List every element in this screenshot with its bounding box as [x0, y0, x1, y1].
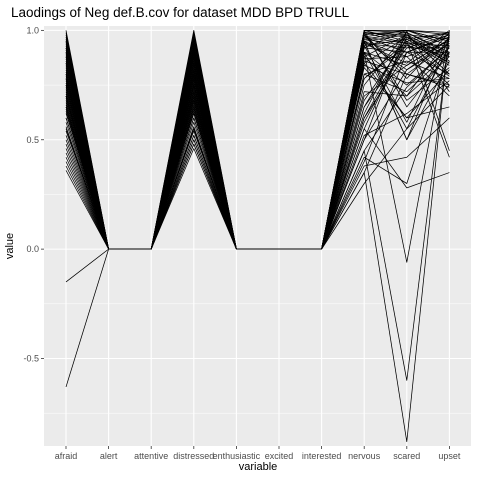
panel-background [44, 26, 471, 446]
y-tick-label: -0.5 [23, 354, 39, 364]
chart-title: Laodings of Neg def.B.cov for dataset MD… [11, 5, 350, 20]
x-tick-label: afraid [55, 451, 78, 461]
y-tick-label: 1.0 [26, 25, 39, 35]
x-tick-label: alert [100, 451, 118, 461]
y-axis-title: value [4, 233, 16, 259]
x-tick-label: interested [302, 451, 342, 461]
x-tick-label: scared [393, 451, 420, 461]
x-tick-label: upset [438, 451, 461, 461]
series-lines [65, 30, 450, 443]
plot-panel [44, 26, 471, 446]
axes: -0.5 0.0 0.5 1.0 afraid alert attentive distres… [23, 25, 460, 461]
x-tick-label: enthusiastic [213, 451, 261, 461]
x-tick-label: attentive [134, 451, 168, 461]
y-tick-label: 0.5 [26, 135, 39, 145]
y-tick-label: 0.0 [26, 244, 39, 254]
x-tick-label: excited [265, 451, 294, 461]
x-tick-label: distressed [173, 451, 214, 461]
x-axis-title: variable [239, 461, 278, 473]
x-tick-label: nervous [348, 451, 381, 461]
series-line [65, 36, 450, 388]
